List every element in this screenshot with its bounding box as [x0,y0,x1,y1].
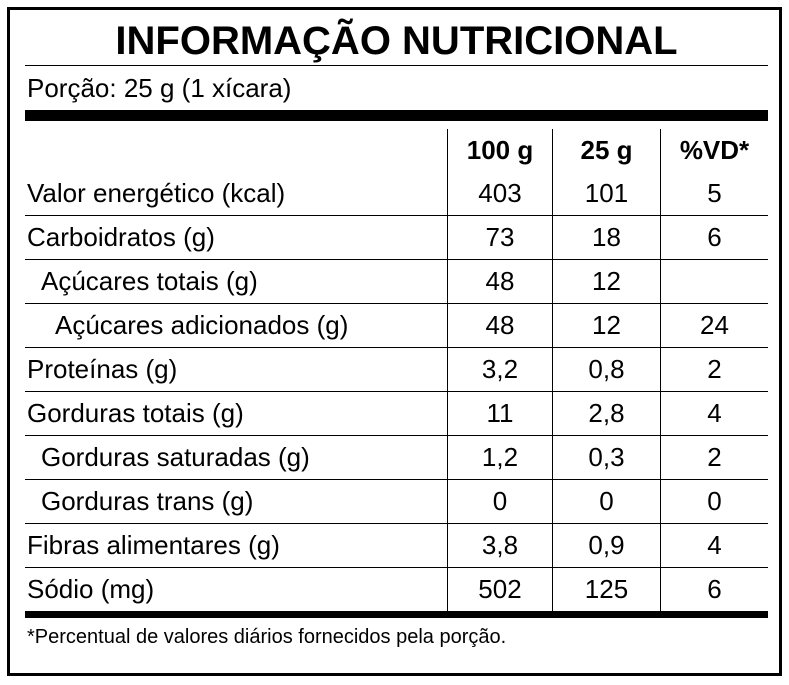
nutrient-value: 24 [660,303,768,348]
nutrient-value: 0,8 [552,347,661,392]
nutrient-value: 101 [552,172,661,216]
nutrient-row: Gorduras trans (g) 0 0 0 [25,479,768,524]
nutrient-name: Gorduras totais (g) [25,391,448,436]
nutrient-value: 6 [660,215,768,260]
label-frame: INFORMAÇÃO NUTRICIONAL Porção: 25 g (1 x… [7,7,782,676]
nutrient-name: Gorduras saturadas (g) [25,435,448,480]
nutrient-name: Valor energético (kcal) [25,172,448,216]
nutrient-value: 2 [660,435,768,480]
nutrient-value: 3,8 [447,523,553,568]
nutrient-value: 4 [660,391,768,436]
nutrient-row: Gorduras saturadas (g) 1,2 0,3 2 [25,435,768,480]
nutrient-name: Açúcares totais (g) [25,259,448,304]
nutrient-value: 125 [552,567,661,611]
nutrient-row: Sódio (mg) 502 125 6 [25,567,768,611]
title: INFORMAÇÃO NUTRICIONAL [25,10,768,66]
header-row: 100 g 25 g %VD* [25,129,768,172]
nutrient-value: 11 [447,391,553,436]
nutrient-value: 0,9 [552,523,661,568]
nutrient-name: Gorduras trans (g) [25,479,448,524]
nutrient-row: Proteínas (g) 3,2 0,8 2 [25,347,768,392]
nutrient-value: 6 [660,567,768,611]
nutrient-row: Fibras alimentares (g) 3,8 0,9 4 [25,523,768,568]
nutrient-value: 1,2 [447,435,553,480]
nutrient-value: 0 [447,479,553,524]
nutrient-value: 18 [552,215,661,260]
nutrient-value: 2 [660,347,768,392]
nutrient-value: 48 [447,259,553,304]
nutrient-value: 0,3 [552,435,661,480]
column-header: 100 g [447,129,553,172]
nutrient-value: 4 [660,523,768,568]
nutrient-value: 502 [447,567,553,611]
label-content: INFORMAÇÃO NUTRICIONAL Porção: 25 g (1 x… [25,10,768,649]
nutrient-row: Açúcares totais (g) 48 12 [25,259,768,304]
nutrient-name: Carboidratos (g) [25,215,448,260]
header-blank [25,129,448,172]
nutrient-value: 403 [447,172,553,216]
nutrient-value: 0 [660,479,768,524]
nutrient-name: Sódio (mg) [27,574,155,604]
column-header: %VD* [660,129,768,172]
thick-rule [25,110,768,121]
column-header: 25 g [552,129,661,172]
nutrient-row: Gorduras totais (g) 11 2,8 4 [25,391,768,436]
nutrient-name: Fibras alimentares (g) [25,523,448,568]
nutrient-value: 12 [552,259,661,304]
nutrient-row: Valor energético (kcal) 403 101 5 [25,172,768,216]
footnote: *Percentual de valores diários fornecido… [27,626,507,648]
thick-rule [25,611,768,618]
nutrient-value: 12 [552,303,661,348]
nutrient-name: Açúcares adicionados (g) [25,303,448,348]
nutrient-value: 2,8 [552,391,661,436]
nutrient-value [660,259,768,304]
nutrient-row: Carboidratos (g) 73 18 6 [25,215,768,260]
nutrient-value: 5 [660,172,768,216]
nutrient-name: Proteínas (g) [25,347,448,392]
nutrition-table: 100 g 25 g %VD* Valor energético (kcal) 403… [25,129,768,611]
nutrient-value: 3,2 [447,347,553,392]
nutrient-value: 0 [552,479,661,524]
nutrient-value: 73 [447,215,553,260]
nutrient-value: 48 [447,303,553,348]
nutrient-row: Açúcares adicionados (g) 48 12 24 [25,303,768,348]
serving: Porção: 25 g (1 xícara) [27,73,292,103]
